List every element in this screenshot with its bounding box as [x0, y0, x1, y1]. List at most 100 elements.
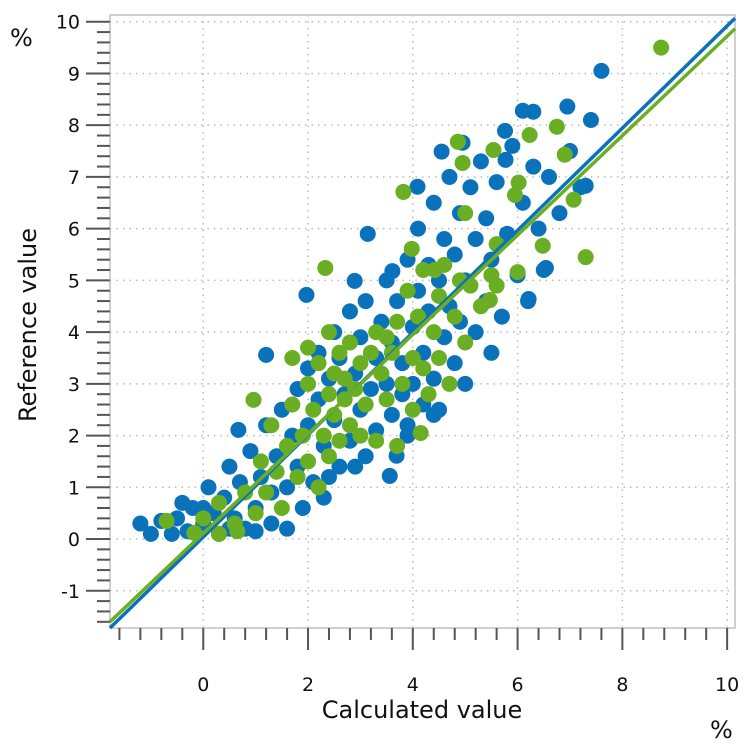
blue-data-point — [446, 355, 463, 372]
x-unit-label: % — [710, 716, 733, 744]
blue-data-point — [488, 174, 505, 191]
blue-data-point — [279, 520, 296, 537]
y-unit-label: % — [10, 24, 33, 52]
green-data-point — [352, 427, 369, 444]
blue-data-point — [132, 515, 149, 532]
green-data-point — [310, 355, 327, 372]
blue-data-point — [551, 205, 568, 222]
blue-data-point — [425, 370, 442, 387]
y-tick-label: 8 — [68, 115, 80, 137]
blue-data-point — [357, 293, 374, 310]
green-data-point — [317, 259, 334, 276]
y-tick-label: -1 — [61, 581, 80, 603]
y-tick-label: 10 — [56, 12, 80, 34]
green-data-point — [548, 118, 565, 135]
y-tick-label: 0 — [68, 529, 80, 551]
blue-data-point — [446, 246, 463, 263]
green-data-point — [395, 183, 412, 200]
green-data-point — [368, 432, 385, 449]
blue-data-point — [457, 375, 474, 392]
green-data-point — [394, 375, 411, 392]
green-data-point — [284, 349, 301, 366]
y-tick-label: 6 — [68, 219, 80, 241]
green-data-point — [510, 174, 527, 191]
fit-lines — [108, 16, 737, 630]
green-data-point — [485, 142, 502, 159]
blue-data-point — [559, 98, 576, 115]
green-data-point — [352, 355, 369, 372]
blue-data-point — [247, 523, 264, 540]
x-tick-label: 4 — [407, 674, 419, 696]
green-data-point — [521, 127, 538, 144]
green-data-point — [425, 324, 442, 341]
green-data-point — [509, 264, 526, 281]
blue-data-point — [410, 220, 427, 237]
green-data-point — [399, 282, 416, 299]
blue-data-point — [221, 458, 238, 475]
green-data-point — [412, 424, 429, 441]
green-data-point — [300, 453, 317, 470]
blue-data-point — [359, 225, 376, 242]
y-tick-label: 9 — [68, 63, 80, 85]
green-data-point — [305, 401, 322, 418]
green-data-point — [534, 237, 551, 254]
blue-data-point — [142, 525, 159, 542]
green-data-point — [454, 154, 471, 171]
green-data-point — [245, 391, 262, 408]
y-tick-label: 2 — [68, 426, 80, 448]
blue-data-point — [433, 143, 450, 160]
y-tick-label: 5 — [68, 270, 80, 292]
green-data-point — [457, 334, 474, 351]
green-data-point — [378, 391, 395, 408]
green-data-point — [431, 349, 448, 366]
green-data-point — [441, 375, 458, 392]
green-data-point — [247, 505, 264, 522]
x-tick-label: 2 — [302, 674, 314, 696]
blue-data-point — [389, 293, 406, 310]
blue-data-point — [436, 230, 453, 247]
green-data-point — [341, 334, 358, 351]
blue-data-point — [425, 194, 442, 211]
y-tick-label: 4 — [68, 322, 80, 344]
x-tick-label: 10 — [715, 674, 739, 696]
blue-data-point — [472, 153, 489, 170]
green-data-point — [403, 240, 420, 257]
green-data-point — [436, 256, 453, 273]
y-tick-label: 3 — [68, 374, 80, 396]
blue-data-point — [200, 479, 217, 496]
blue-data-point — [163, 525, 180, 542]
green-data-point — [273, 499, 290, 516]
green-data-point — [357, 396, 374, 413]
green-data-point — [320, 386, 337, 403]
green-data-point — [226, 515, 243, 532]
green-data-point — [389, 437, 406, 454]
blue-data-point — [577, 177, 594, 194]
blue-data-point — [242, 443, 259, 460]
blue-data-point — [331, 458, 348, 475]
green-data-point — [446, 308, 463, 325]
blue-data-point — [478, 210, 495, 227]
green-data-point — [577, 249, 594, 266]
blue-data-point — [279, 479, 296, 496]
y-tick-label: 7 — [68, 167, 80, 189]
blue-data-point — [467, 230, 484, 247]
blue-data-point — [384, 263, 401, 280]
blue-data-point — [258, 346, 275, 363]
green-data-point — [252, 453, 269, 470]
green-data-point — [284, 396, 301, 413]
green-data-point — [506, 187, 523, 204]
blue-data-point — [497, 151, 514, 168]
blue-data-point — [362, 381, 379, 398]
blue-data-point — [537, 259, 554, 276]
y-axis-title: Reference value — [14, 228, 42, 422]
x-tick-label: 0 — [197, 674, 209, 696]
green-data-point — [158, 512, 175, 529]
green-data-point — [320, 448, 337, 465]
blue-data-point — [399, 427, 416, 444]
green-data-point — [331, 432, 348, 449]
blue-data-point — [381, 467, 398, 484]
green-data-point — [404, 401, 421, 418]
green-data-point — [362, 344, 379, 361]
green-data-point — [431, 287, 448, 304]
green-data-point — [331, 344, 348, 361]
